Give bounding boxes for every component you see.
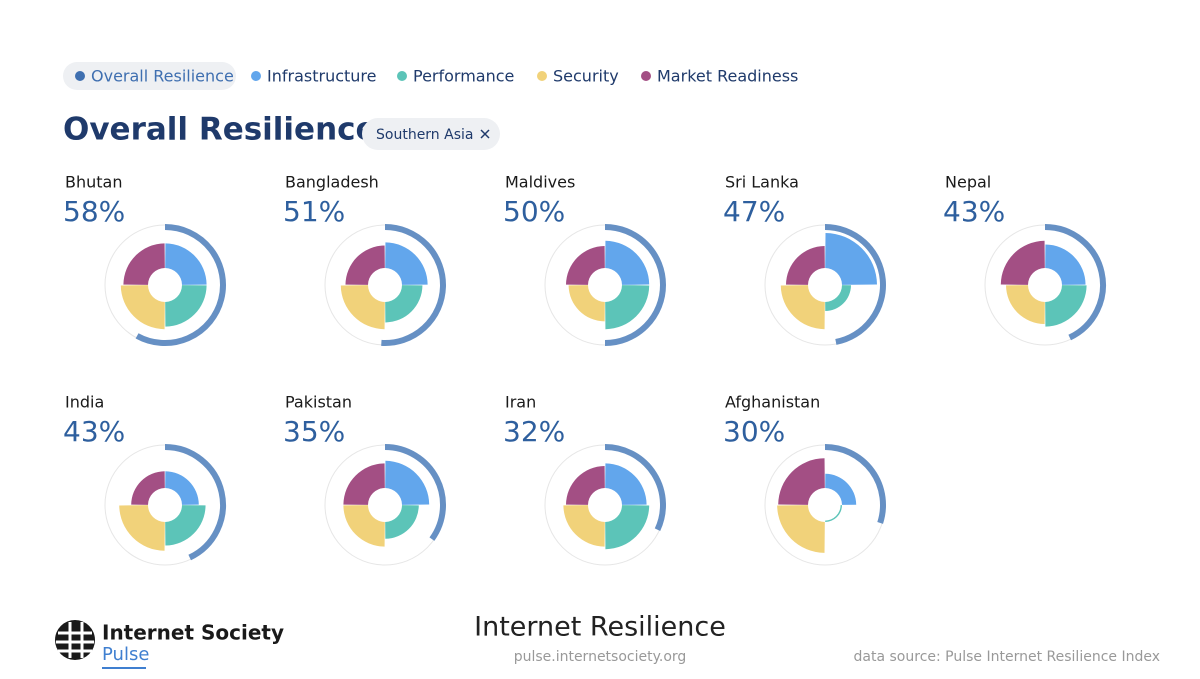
pillar-sector	[165, 505, 206, 546]
overall-arc	[604, 224, 666, 346]
pillar-sector	[566, 466, 605, 505]
overall-arc	[164, 444, 226, 561]
country-name: Sri Lanka	[725, 173, 799, 192]
pillar-sector	[1045, 244, 1086, 285]
pillar-sector	[825, 285, 851, 311]
country-score: 43%	[943, 195, 1005, 228]
legend-dot	[75, 71, 85, 81]
country-score: 30%	[723, 415, 785, 448]
overall-arc	[604, 444, 666, 531]
pillar-sector	[566, 246, 605, 285]
overall-arc	[1044, 224, 1106, 341]
legend-dot	[641, 71, 651, 81]
overall-arc	[384, 444, 446, 541]
page-title: Overall Resilience	[63, 112, 377, 148]
pillar-sector	[605, 285, 650, 330]
pillar-sector	[131, 471, 165, 505]
pillar-sector	[123, 243, 165, 285]
overall-arc	[824, 444, 886, 524]
pillar-sector	[605, 463, 647, 505]
pillar-sector	[825, 505, 842, 522]
pillar-sector	[1000, 240, 1045, 285]
country-name: Iran	[505, 393, 536, 412]
pillar-sector	[778, 458, 825, 505]
pillar-sector	[563, 505, 605, 547]
legend-label[interactable]: Market Readiness	[657, 67, 798, 86]
brand: Internet Society	[102, 621, 284, 645]
pillar-sector	[780, 285, 825, 330]
pillar-sector	[343, 463, 385, 505]
pillar-sector	[340, 285, 385, 330]
country-score: 50%	[503, 195, 565, 228]
country-name: Afghanistan	[725, 393, 820, 412]
legend-label[interactable]: Security	[553, 67, 619, 86]
overall-arc	[135, 224, 226, 346]
legend-dot	[397, 71, 407, 81]
country-name: India	[65, 393, 104, 412]
filter-close[interactable]	[480, 129, 490, 139]
country-score: 58%	[63, 195, 125, 228]
country-score: 32%	[503, 415, 565, 448]
legend-highlight	[63, 62, 236, 90]
country-name: Maldives	[505, 173, 575, 192]
overall-arc	[381, 224, 446, 346]
filter-chip[interactable]	[362, 118, 500, 150]
country-name: Nepal	[945, 173, 991, 192]
legend-label[interactable]: Overall Resilience	[91, 67, 234, 86]
pillar-sector	[385, 285, 423, 323]
footer-url: pulse.internetsociety.org	[514, 649, 687, 665]
overall-arc	[824, 224, 886, 345]
country-score: 47%	[723, 195, 785, 228]
data-source: data source: Pulse Internet Resilience I…	[854, 649, 1160, 665]
country-score: 43%	[63, 415, 125, 448]
pillar-sector	[119, 505, 165, 551]
pillar-sector	[343, 505, 385, 547]
pillar-sector	[385, 460, 430, 505]
legend-dot	[251, 71, 261, 81]
country-name: Bhutan	[65, 173, 122, 192]
pillar-sector	[786, 246, 825, 285]
country-name: Pakistan	[285, 393, 352, 412]
pillar-sector	[165, 285, 207, 327]
pillar-sector	[605, 240, 650, 285]
pillar-sector	[385, 242, 428, 285]
pillar-sector	[605, 505, 650, 550]
pillar-sector	[777, 505, 825, 553]
product: Pulse	[102, 644, 149, 665]
pillar-sector	[120, 285, 165, 330]
legend-label[interactable]: Performance	[413, 67, 514, 86]
legend-label[interactable]: Infrastructure	[267, 67, 376, 86]
legend-dot	[537, 71, 547, 81]
country-score: 35%	[283, 415, 345, 448]
pillar-sector	[1045, 285, 1087, 327]
pillar-sector	[1006, 285, 1045, 324]
pillar-sector	[825, 473, 857, 505]
footer-title: Internet Resilience	[474, 612, 726, 643]
pillar-sector	[165, 243, 207, 285]
pillar-sector	[385, 505, 419, 539]
logo	[55, 620, 95, 660]
filter-label[interactable]: Southern Asia	[376, 127, 473, 143]
pillar-sector	[165, 471, 199, 505]
country-name: Bangladesh	[285, 173, 379, 192]
pillar-sector	[825, 233, 877, 285]
pillar-sector	[345, 245, 385, 285]
pillar-sector	[568, 285, 605, 322]
country-score: 51%	[283, 195, 345, 228]
